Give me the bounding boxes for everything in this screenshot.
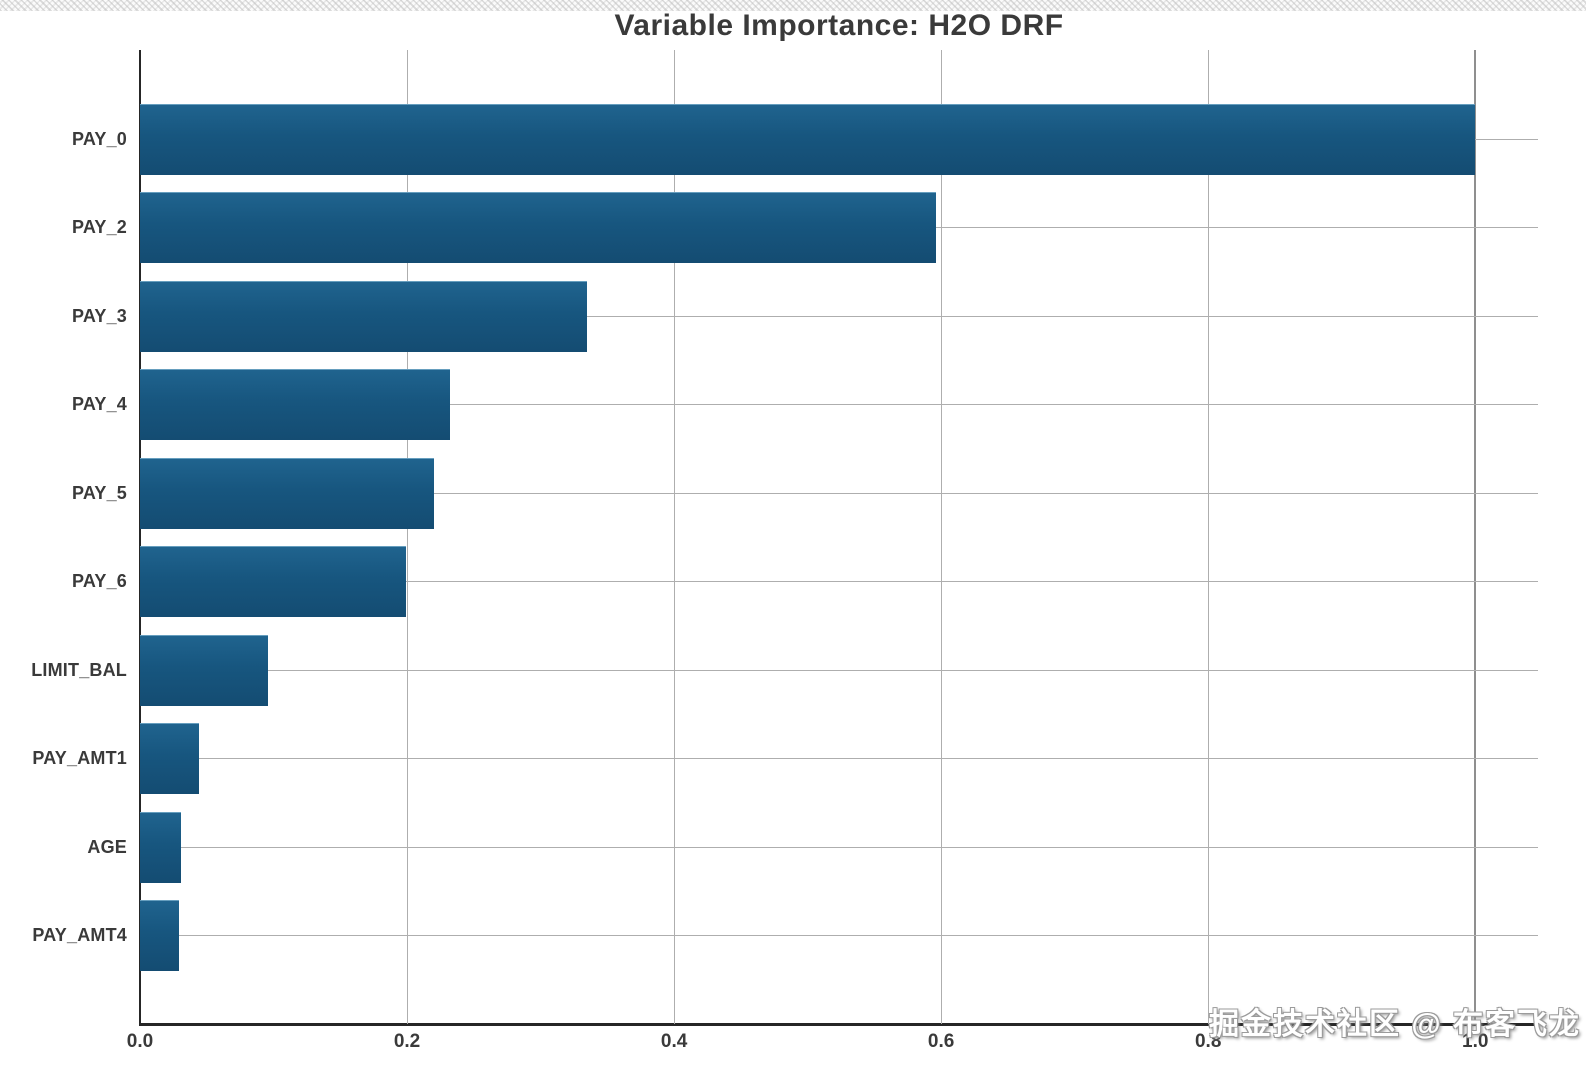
x-tick-label-0.8: 0.8: [1194, 1031, 1222, 1052]
top-hatch-strip: [0, 0, 1586, 11]
horizontal-gridline-PAY_AMT4: [140, 935, 1538, 936]
y-axis-labels: PAY_0 PAY_2 PAY_3 PAY_4 PAY_5 PAY_6 LIMIT_BAL P…: [0, 50, 127, 1024]
bar-PAY_AMT4: [140, 899, 179, 971]
y-axis-label-PAY_6: PAY_6: [71, 571, 127, 591]
y-axis-label-AGE: AGE: [87, 837, 127, 857]
watermark-text: 掘金技术社区 @ 布客飞龙: [1209, 1008, 1581, 1041]
x-tick-label-0.4: 0.4: [660, 1031, 688, 1052]
horizontal-gridline-PAY_AMT1: [140, 758, 1538, 759]
y-axis-label-PAY_5: PAY_5: [71, 483, 127, 503]
y-axis-label-PAY_3: PAY_3: [71, 306, 127, 326]
horizontal-gridline-AGE: [140, 847, 1538, 848]
bar-PAY_3: [140, 280, 587, 352]
vertical-gridline-0.6: [940, 50, 942, 1024]
y-axis-label-PAY_AMT4: PAY_AMT4: [32, 925, 127, 945]
x-tick-label-1.0: 1.0: [1462, 1031, 1489, 1052]
plot-area: [139, 50, 1538, 1026]
x-axis-spine: [139, 1023, 1538, 1026]
y-axis-label-LIMIT_BAL: LIMIT_BAL: [31, 660, 127, 680]
horizontal-gridline-PAY_5: [140, 493, 1538, 494]
x-tick-label-0.2: 0.2: [393, 1031, 421, 1052]
bar-PAY_0: [140, 103, 1475, 175]
x-axis-tick-labels: 0.0 0.2 0.4 0.6 0.8 1.0: [127, 1031, 1538, 1061]
y-axis-label-PAY_2: PAY_2: [71, 217, 127, 237]
bar-AGE: [140, 811, 181, 883]
y-axis-label-PAY_AMT1: PAY_AMT1: [32, 748, 127, 768]
horizontal-gridline-LIMIT_BAL: [140, 670, 1538, 671]
y-axis-label-PAY_4: PAY_4: [71, 394, 127, 414]
bar-PAY_6: [140, 545, 406, 617]
x-tick-label-0.6: 0.6: [927, 1031, 955, 1052]
horizontal-gridline-PAY_3: [140, 316, 1538, 317]
vertical-gridline-0.8: [1207, 50, 1209, 1024]
y-axis-spine: [139, 50, 141, 1024]
chart-title: Variable Importance: H2O DRF: [614, 9, 1064, 42]
vertical-gridline-0.4: [673, 50, 675, 1024]
vertical-gridline-1.0: [1474, 50, 1477, 1024]
bar-PAY_AMT1: [140, 722, 199, 794]
bar-PAY_2: [140, 191, 936, 263]
x-tick-label-0.0: 0.0: [126, 1031, 154, 1052]
horizontal-gridline-PAY_6: [140, 581, 1538, 582]
horizontal-gridline-PAY_4: [140, 404, 1538, 405]
y-axis-label-PAY_0: PAY_0: [71, 129, 127, 149]
bar-LIMIT_BAL: [140, 634, 268, 706]
vertical-gridline-0.2: [406, 50, 408, 1024]
bar-PAY_4: [140, 368, 450, 440]
bar-PAY_5: [140, 457, 434, 529]
